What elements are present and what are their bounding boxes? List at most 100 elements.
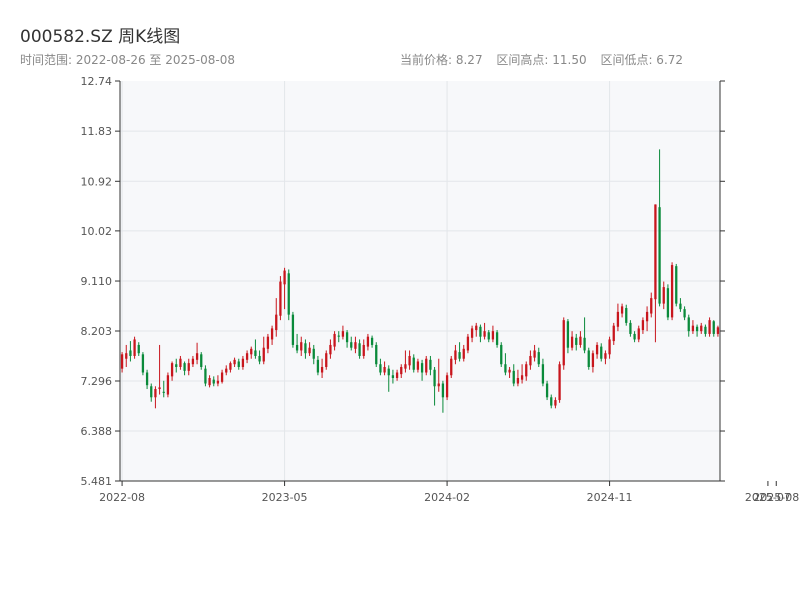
candle-body <box>683 309 686 318</box>
candle-body <box>650 298 653 314</box>
candle-body <box>562 320 565 366</box>
candle-body <box>212 379 215 384</box>
candle-body <box>383 366 386 373</box>
candle-body <box>633 333 636 340</box>
candle-body <box>158 387 161 390</box>
candle-body <box>550 397 553 406</box>
y-tick-label: 6.388 <box>81 425 113 438</box>
candle-body <box>379 364 382 373</box>
y-axis-ticks: 5.481 6.388 7.296 8.203 9.110 10.02 10.92 11.83… <box>81 75 725 488</box>
y-tick-label: 7.296 <box>81 375 113 388</box>
candle-body <box>187 363 190 371</box>
candle-body <box>312 348 315 359</box>
candle-body <box>341 331 345 337</box>
candle-body <box>325 353 328 367</box>
y-tick-label: 11.83 <box>81 125 113 138</box>
candle-body <box>541 364 545 384</box>
candle-body <box>429 359 432 370</box>
y-tick-label: 8.203 <box>81 325 113 338</box>
candle-body <box>475 325 478 331</box>
candle-body <box>279 281 282 316</box>
candle-body <box>375 344 378 365</box>
candle-body <box>320 366 324 373</box>
candle-body <box>575 337 578 345</box>
candle-body <box>250 348 253 355</box>
candle-body <box>283 270 286 285</box>
candle-body <box>300 342 303 351</box>
candle-body <box>625 308 628 323</box>
candle-body <box>204 368 207 384</box>
candle-body <box>354 342 357 349</box>
candle-body <box>237 361 240 367</box>
y-tick-label: 10.02 <box>81 225 113 238</box>
candle-body <box>570 336 574 348</box>
candle-body <box>350 342 353 348</box>
x-tick-label: 2023-05 <box>262 491 308 504</box>
candle-body <box>287 273 290 315</box>
candle-body <box>266 336 270 349</box>
candle-body <box>516 378 520 384</box>
date-range-label: 时间范围: 2022-08-26 至 2025-08-08 <box>20 53 235 67</box>
candle-body <box>245 353 249 360</box>
y-tick-label: 10.92 <box>81 175 113 188</box>
candle-body <box>612 325 615 342</box>
candle-body <box>345 332 349 343</box>
candle-body <box>137 344 140 354</box>
candle-body <box>483 331 486 337</box>
candle-body <box>225 368 228 373</box>
candle-body <box>587 350 590 367</box>
x-tick-label: 2025-07 <box>745 491 791 504</box>
candle-body <box>462 348 465 359</box>
candle-body <box>229 363 232 370</box>
candle-body <box>679 303 682 310</box>
candle-body <box>533 350 536 358</box>
candle-body <box>412 357 415 370</box>
candle-body <box>479 326 482 337</box>
candle-body <box>270 328 274 340</box>
candle-body <box>554 400 557 406</box>
candle-body <box>275 314 278 331</box>
candle-body <box>391 375 395 379</box>
candle-body <box>637 328 640 340</box>
candle-body <box>641 320 645 331</box>
candles <box>120 149 720 413</box>
candle-body <box>416 361 420 370</box>
candle-body <box>208 378 211 386</box>
chart-title: 000582.SZ 周K线图 <box>20 27 181 47</box>
candle-body <box>654 204 657 300</box>
candle-body <box>145 372 149 386</box>
x-axis-ticks: 2022-08 2023-05 2024-02 2024-11 2025-072025-… <box>99 481 799 504</box>
candle-body <box>408 355 411 366</box>
candle-body <box>175 364 178 367</box>
candle-body <box>716 327 720 334</box>
candle-body <box>420 363 424 373</box>
x-tick-label: 2025-08 <box>753 491 799 504</box>
candle-body <box>233 359 236 365</box>
candle-body <box>304 343 307 354</box>
candle-body <box>191 358 195 365</box>
candle-body <box>366 336 370 347</box>
candle-body <box>445 375 449 398</box>
candle-body <box>466 336 470 351</box>
candle-body <box>337 335 340 337</box>
candle-body <box>616 311 620 327</box>
candle-body <box>545 383 549 398</box>
x-tick-label: 2022-08 <box>99 491 145 504</box>
candle-body <box>670 265 674 318</box>
candle-body <box>154 389 157 398</box>
candle-body <box>604 353 607 359</box>
candle-body <box>450 358 453 376</box>
candle-body <box>395 372 399 379</box>
candle-body <box>504 364 507 373</box>
candle-body <box>295 344 299 351</box>
candle-body <box>220 372 224 382</box>
candle-body <box>195 353 199 360</box>
candle-body <box>400 366 403 375</box>
candle-body <box>629 322 632 334</box>
candle-body <box>529 355 532 366</box>
candle-body <box>566 321 570 348</box>
candle-body <box>425 358 428 373</box>
candle-body <box>150 386 153 398</box>
candle-body <box>700 325 703 332</box>
candle-body <box>125 353 128 359</box>
